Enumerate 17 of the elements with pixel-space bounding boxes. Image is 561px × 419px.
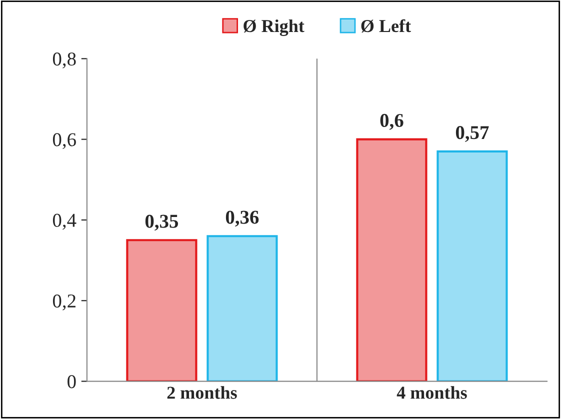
legend-label: Ø Right bbox=[244, 19, 304, 36]
bar bbox=[206, 235, 278, 382]
data-label: 0,35 bbox=[145, 214, 178, 231]
x-tick-label: 2 months bbox=[167, 386, 237, 399]
legend-label: Ø Left bbox=[361, 19, 411, 32]
bar bbox=[126, 239, 198, 382]
data-label: 0,57 bbox=[456, 126, 489, 142]
data-label: 0,6 bbox=[380, 114, 404, 130]
y-tick-label: 0,4 bbox=[52, 214, 76, 230]
y-tick-label: 0,2 bbox=[52, 294, 76, 310]
y-tick-label: 0 bbox=[68, 375, 76, 388]
bar bbox=[436, 150, 508, 382]
data-label: 0,36 bbox=[226, 210, 259, 227]
bar bbox=[356, 138, 428, 382]
y-tick-label: 0,8 bbox=[52, 52, 76, 68]
y-tick-label: 0,6 bbox=[52, 133, 76, 150]
x-tick-label: 4 months bbox=[396, 386, 467, 399]
